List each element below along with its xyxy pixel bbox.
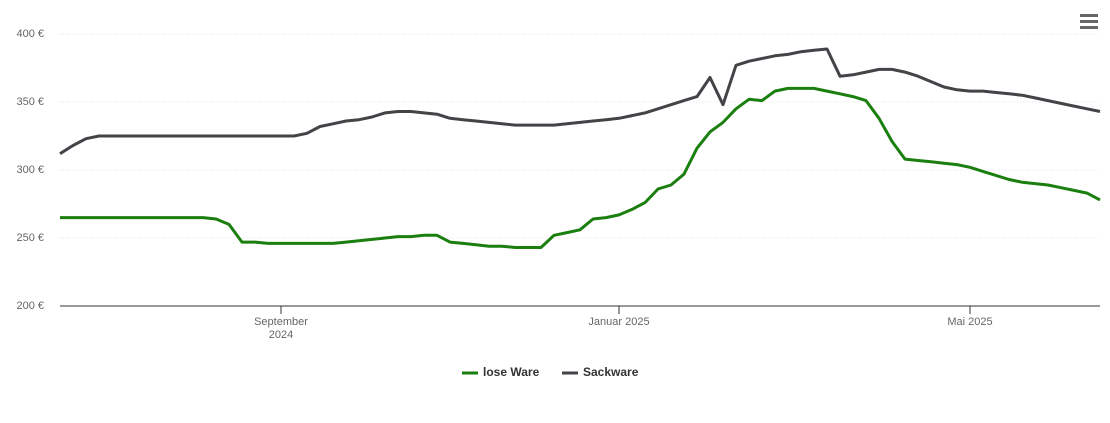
y-tick-label: 250 € <box>16 232 44 244</box>
menu-bar <box>1080 26 1098 29</box>
x-tick-label: Mai 2025 <box>947 316 993 328</box>
menu-bar <box>1080 14 1098 17</box>
legend-label: Sackware <box>583 365 639 379</box>
y-tick-label: 350 € <box>16 96 44 108</box>
y-tick-label: 300 € <box>16 164 44 176</box>
legend-label: lose Ware <box>483 365 540 379</box>
menu-bar <box>1080 20 1098 23</box>
menu-icon[interactable] <box>1080 14 1098 29</box>
y-tick-label: 400 € <box>16 28 44 40</box>
x-tick-label: September 2024 <box>254 316 308 341</box>
x-tick-label: Januar 2025 <box>588 316 650 328</box>
series-line <box>59 47 1101 155</box>
y-tick-label: 200 € <box>16 300 44 312</box>
series-line <box>60 86 1101 249</box>
